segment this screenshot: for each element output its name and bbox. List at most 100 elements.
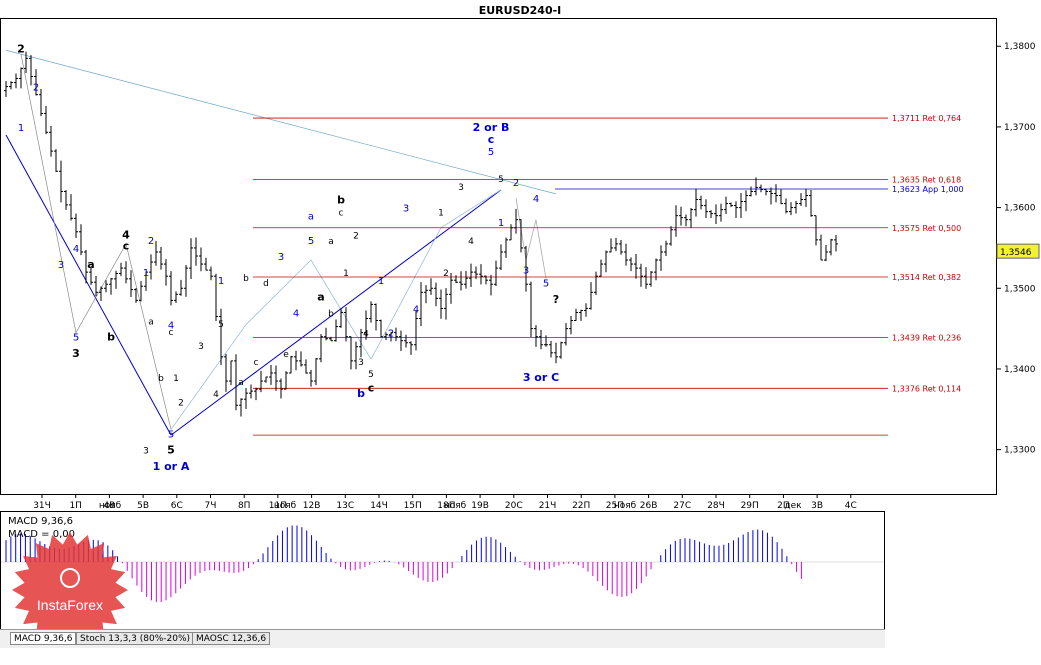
app-level-label: 1,3623 App 1,000 [892, 185, 964, 194]
wave-label-black: 5 [368, 370, 374, 380]
time-tick-label: 28Ч [707, 501, 725, 511]
wave-label-black: 2 [443, 269, 449, 279]
wave-guide-line [5, 49, 557, 195]
indicator-tab-bar: MACD 9,36,6 Stoch 13,3,3 (80%-20%) MAOSC… [0, 629, 885, 648]
wave-label-blue: 3 [523, 266, 529, 277]
wave-label-blue: 2 [33, 83, 39, 94]
chart-title: EURUSD240-I [479, 4, 562, 17]
time-tick-label: 15П [404, 501, 422, 511]
fib-level-label: 1,3575 Ret 0,500 [892, 224, 961, 233]
wave-label-black: b [107, 331, 115, 344]
wave-guide-line [5, 134, 172, 436]
wave-label-blue: 3 [58, 260, 64, 271]
wave-label-blue: 4 [413, 304, 419, 315]
wave-label-black: 4 [363, 330, 369, 340]
wave-label-black: 2 [178, 398, 184, 408]
current-price-label: 1,3546 [1000, 248, 1032, 258]
time-tick-label: 31Ч [33, 501, 51, 511]
tab-stoch[interactable]: Stoch 13,3,3 (80%-20%) [76, 632, 195, 645]
wave-label-black: c [169, 328, 174, 338]
wave-label-blue: 1 or A [153, 460, 190, 473]
time-tick-label: 18П [437, 501, 455, 511]
wave-label-black: a [87, 258, 94, 271]
time-tick-label: 3В [811, 501, 823, 511]
wave-label-blue: 2 [513, 178, 519, 189]
time-tick-label: 4В [103, 501, 115, 511]
wave-label-blue: 5 [308, 236, 314, 247]
wave-label-black: 5 [167, 444, 175, 457]
macd-signal-label: MACD = 0,00 [8, 529, 75, 540]
time-tick-label: 13С [336, 501, 354, 511]
tab-maosc[interactable]: MAOSC 12,36,6 [192, 632, 271, 645]
fib-level-label: 1,3439 Ret 0,236 [892, 333, 961, 342]
instaforex-badge [12, 532, 128, 648]
month-label: нояб [614, 501, 637, 511]
instaforex-logo-icon [60, 568, 80, 588]
time-tick-label: 29П [741, 501, 759, 511]
wave-label-black: 3 [143, 447, 149, 457]
wave-label-black: a [238, 378, 244, 388]
time-tick-label: 26В [640, 501, 658, 511]
wave-label-black: a [317, 290, 324, 303]
price-tick-label: 1,3600 [1004, 204, 1036, 214]
wave-label-black: b [328, 310, 334, 320]
wave-label-black: c [254, 358, 259, 368]
wave-label-black: 5 [498, 175, 504, 185]
wave-label-black: 1 [343, 269, 349, 279]
wave-label-blue: 4 [533, 194, 539, 205]
wave-label-black: 5 [218, 320, 224, 330]
wave-label-black: ? [553, 293, 559, 306]
time-tick-label: 1П [69, 501, 82, 511]
wave-label-black: 4 [468, 237, 474, 247]
wave-label-blue: 1 [218, 276, 224, 287]
month-label: нояб [274, 501, 297, 511]
wave-label-black: b [337, 194, 345, 207]
fib-level-label: 1,3711 Ret 0,764 [892, 114, 961, 123]
fib-level-label: 1,3635 Ret 0,618 [892, 175, 961, 184]
wave-label-blue: a [308, 212, 314, 223]
time-tick-label: 25П [606, 501, 624, 511]
time-tick-label: 6С [171, 501, 183, 511]
time-tick-label: 8П [238, 501, 251, 511]
wave-label-blue: 1 [18, 123, 24, 134]
wave-label-black: 3 [358, 358, 364, 368]
wave-label-black: b [158, 374, 164, 384]
wave-label-blue: 5 [488, 147, 494, 158]
wave-label-black: b [243, 274, 249, 284]
wave-guide-line [170, 189, 502, 436]
month-label: дек [784, 501, 802, 511]
wave-label-black: 4 [122, 228, 130, 241]
wave-label-black: d [263, 279, 269, 289]
wave-label-blue: 3 or C [523, 371, 559, 384]
wave-label-black: 1 [438, 209, 444, 219]
fib-level-label: 1,3514 Ret 0,382 [892, 273, 961, 282]
time-tick-label: 12В [303, 501, 321, 511]
wave-label-black: c [123, 240, 130, 253]
time-tick-label: 21Ч [539, 501, 557, 511]
wave-label-black: 2 [353, 231, 359, 241]
price-tick-label: 1,3400 [1004, 365, 1036, 375]
time-tick-label: 27С [673, 501, 691, 511]
wave-label-blue: 4 [73, 244, 79, 255]
wave-label-black: 1 [173, 374, 179, 384]
wave-label-black: 3 [458, 183, 464, 193]
tab-macd[interactable]: MACD 9,36,6 [10, 632, 77, 645]
wave-label-black: 2 [17, 43, 25, 56]
wave-label-blue: 1 [498, 218, 504, 229]
wave-label-blue: 3 [403, 204, 409, 215]
price-panel-frame [0, 18, 997, 495]
price-tick-label: 1,3300 [1004, 446, 1036, 456]
wave-label-black: c [368, 382, 375, 395]
macd-label: MACD 9,36,6 [8, 516, 73, 527]
wave-label-blue: 3 [278, 252, 284, 263]
time-tick-label: 7Ч [205, 501, 217, 511]
price-tick-label: 1,3800 [1004, 42, 1036, 52]
wave-label-blue: 4 [293, 309, 299, 320]
wave-label-black: c [339, 209, 344, 219]
fib-level-label: 1,3376 Ret 0,114 [892, 384, 961, 393]
wave-label-blue: 2 or B [473, 121, 510, 134]
wave-label-black: e [283, 350, 289, 360]
time-tick-label: 22П [572, 501, 590, 511]
